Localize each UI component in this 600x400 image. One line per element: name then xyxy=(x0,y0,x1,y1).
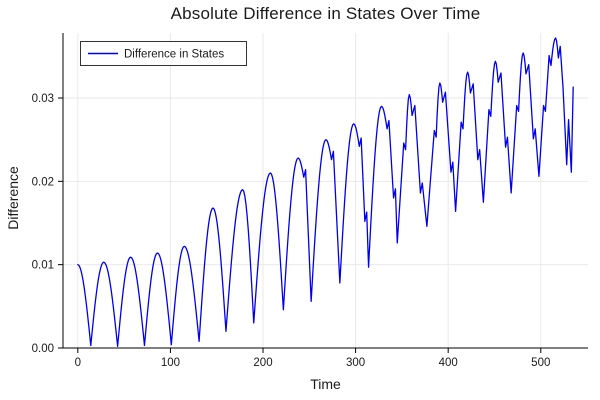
x-tick-label: 300 xyxy=(346,357,365,369)
chart-title: Absolute Difference in States Over Time xyxy=(170,4,481,23)
x-tick-label: 200 xyxy=(253,357,272,369)
y-tick-label: 0.03 xyxy=(32,93,54,105)
x-tick-label: 400 xyxy=(439,357,458,369)
y-tick-label: 0.01 xyxy=(32,260,54,272)
legend-label: Difference in States xyxy=(124,49,224,61)
x-tick-label: 100 xyxy=(161,357,180,369)
y-tick-label: 0.00 xyxy=(32,343,54,355)
legend: Difference in States xyxy=(80,41,247,66)
x-tick-label: 500 xyxy=(531,357,550,369)
x-tick-label: 0 xyxy=(75,357,81,369)
x-axis-label: Time xyxy=(310,376,341,392)
y-tick-label: 0.02 xyxy=(32,176,54,188)
series-line-difference-in-states xyxy=(77,37,574,347)
